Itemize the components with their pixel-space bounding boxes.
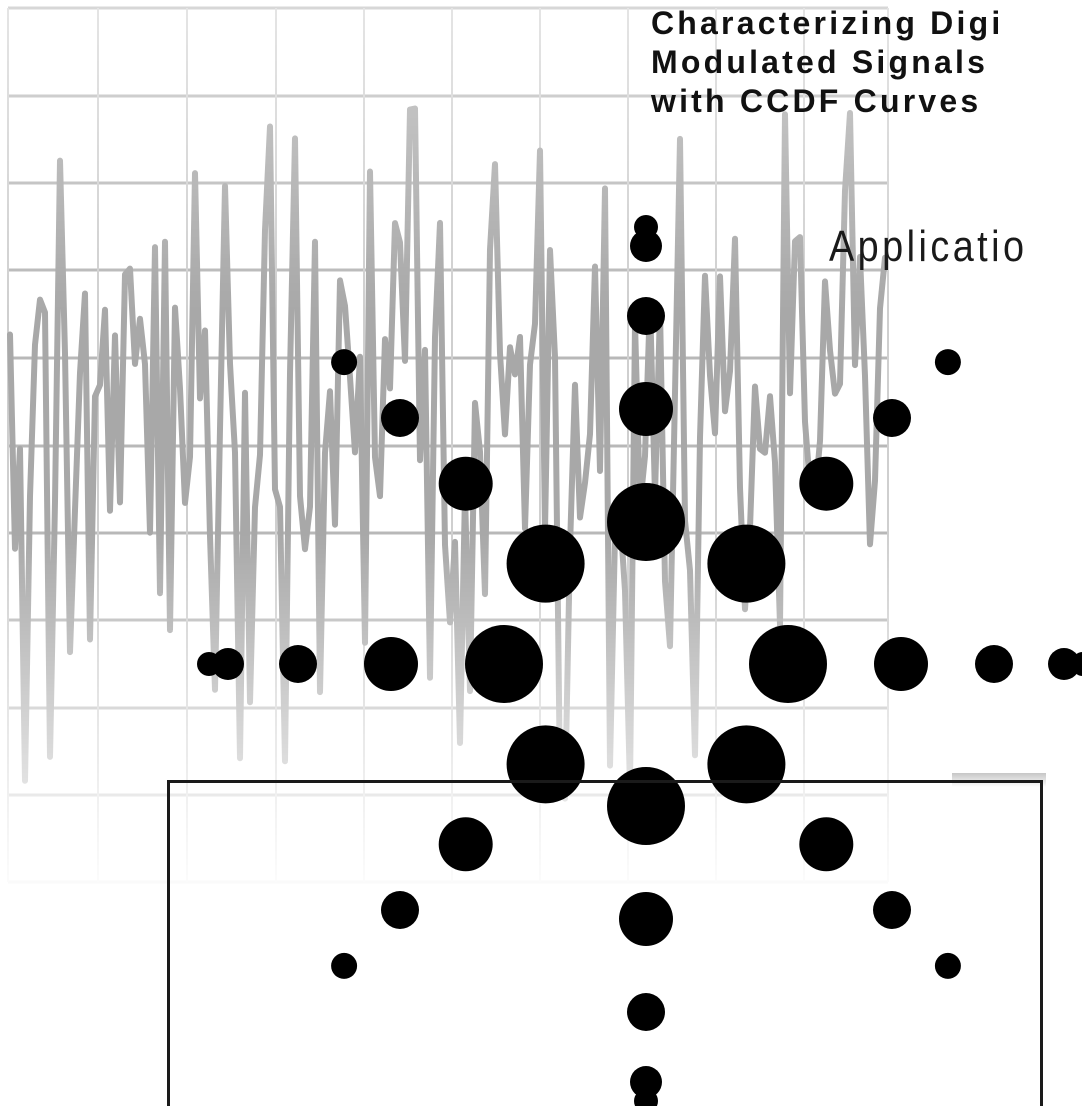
logo-dot — [634, 215, 658, 239]
logo-dot — [874, 637, 928, 691]
title-line-2: Modulated Signals — [651, 44, 989, 80]
logo-dot — [1071, 652, 1082, 676]
logo-dot — [873, 399, 911, 437]
logo-dot — [630, 230, 662, 262]
logo-dot — [438, 817, 493, 872]
logo-dot — [465, 625, 543, 703]
logo-dot — [627, 993, 665, 1031]
logo-dot — [707, 524, 786, 603]
logo-dot — [707, 725, 786, 804]
noise-trace-line — [7, 105, 888, 802]
logo-dot — [607, 483, 685, 561]
logo-dot — [381, 891, 419, 929]
bottom-frame-box — [167, 780, 1043, 1106]
logo-dot — [279, 645, 317, 683]
logo-dot — [212, 648, 244, 680]
logo-dot — [197, 652, 221, 676]
logo-dot — [630, 1066, 662, 1098]
logo-dot — [506, 524, 585, 603]
logo-dot — [607, 767, 685, 845]
logo-dot — [749, 625, 827, 703]
waveform-grid — [7, 6, 889, 884]
logo-dot — [381, 399, 419, 437]
logo-dot — [934, 349, 961, 376]
document-subtitle: Applicatio — [829, 222, 1028, 271]
logo-dot — [331, 952, 358, 979]
logo-dot — [799, 817, 854, 872]
logo-dot — [506, 725, 585, 804]
logo-dot — [1048, 648, 1080, 680]
logo-dot — [619, 892, 673, 946]
logo-dot — [438, 456, 493, 511]
logo-dot — [364, 637, 418, 691]
logo-dot — [627, 297, 665, 335]
logo-dot — [619, 382, 673, 436]
title-line-1: Characterizing Digi — [651, 5, 1004, 41]
title-line-3: with CCDF Curves — [651, 83, 982, 119]
document-title: Characterizing Digi Modulated Signals wi… — [651, 4, 1003, 121]
noise-waveform-graphic — [7, 6, 889, 884]
logo-dot — [634, 1089, 658, 1106]
waveform-grid-svg — [7, 6, 889, 884]
logo-dot — [975, 645, 1013, 683]
logo-dot — [331, 349, 358, 376]
logo-dot — [873, 891, 911, 929]
logo-dot — [934, 952, 961, 979]
logo-dot — [799, 456, 854, 511]
